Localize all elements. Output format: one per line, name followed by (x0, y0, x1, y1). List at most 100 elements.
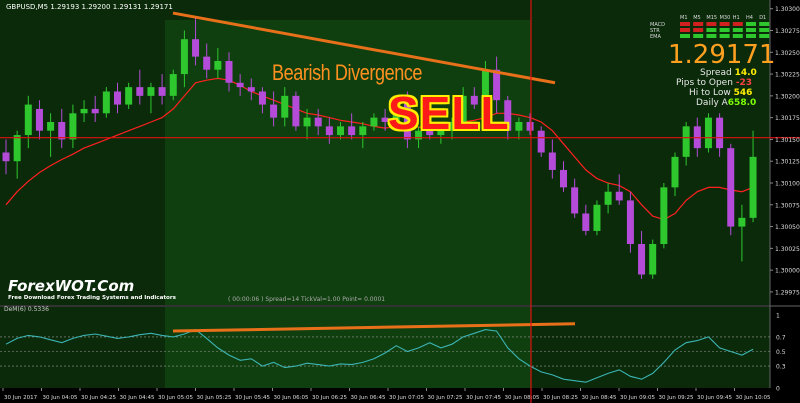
stats-line: ( 00:00:06 ) Spread=14 TickVal=1.00 Poin… (228, 296, 386, 303)
time-tick-label: 30 Jun 05:05 (158, 395, 193, 401)
candle-body (426, 130, 434, 136)
signal-cell (732, 34, 743, 38)
candle-body (749, 156, 757, 218)
price-tick-label: 1.30125 (775, 159, 800, 166)
time-tick-label: 30 Jun 08:25 (543, 395, 578, 401)
candle-body (2, 152, 10, 162)
candle-body (136, 87, 144, 96)
indicator-tick-label: 0.7 (776, 334, 786, 341)
candles (2, 17, 757, 279)
signal-cell (759, 34, 770, 38)
candle-body (493, 69, 501, 101)
time-tick-label: 30 Jun 08:05 (505, 395, 540, 401)
candle-body (593, 204, 601, 231)
timeframe-label: M30 (720, 15, 731, 21)
signal-cell (746, 34, 756, 38)
candle-body (615, 191, 623, 201)
daily-value: 658.0 (727, 98, 757, 108)
demarker-line (0, 328, 770, 383)
time-tick-label: 30 Jun 07:25 (428, 395, 463, 401)
candle-body (303, 117, 311, 127)
signal-cell (680, 28, 690, 32)
signal-cell (719, 22, 730, 26)
price-tick-label: 1.30050 (775, 224, 800, 231)
candle-body (214, 61, 222, 70)
candle-body (80, 108, 88, 114)
current-price: 1.29171 (668, 40, 776, 70)
candle-body (13, 135, 21, 162)
candle-body (649, 244, 657, 275)
price-tick-label: 1.30000 (775, 268, 800, 275)
time-tick-label: 30 Jun 04:05 (43, 395, 78, 401)
candle-body (281, 95, 289, 118)
pips-value: -23 (735, 78, 753, 88)
candle-body (180, 39, 188, 75)
time-tick-label: 30 Jun 09:45 (697, 395, 732, 401)
candle-body (314, 117, 322, 127)
candle-body (325, 126, 333, 136)
candle-body (35, 108, 43, 131)
signal-row-label: EMA (650, 34, 661, 40)
price-tick-label: 1.29975 (775, 289, 800, 296)
timeframe-label: M5 (693, 15, 701, 21)
symbol-header: GBPUSD,M5 1.29193 1.29200 1.29131 1.2917… (6, 3, 173, 11)
time-tick-label: 30 Jun 2017 (4, 395, 38, 401)
price-tick-label: 1.30150 (775, 137, 800, 144)
candle-body (716, 117, 724, 149)
signal-cell (732, 28, 743, 32)
candle-body (203, 56, 211, 70)
candle-body (270, 104, 278, 118)
candle-body (459, 95, 467, 122)
candle-body (292, 95, 300, 127)
axes: 1.30300 1.30275 1.30250 1.30225 1.30200 1.301… (2, 6, 800, 401)
candle-body (381, 117, 389, 122)
candle-body (236, 82, 244, 88)
candle-body (102, 91, 110, 114)
signal-cell (706, 34, 717, 38)
candle-body (337, 126, 344, 136)
divergence-trendlines (172, 11, 576, 333)
candle-body (738, 217, 746, 227)
moving-average-line (5, 77, 754, 221)
signal-cell (746, 28, 756, 32)
candle-body (91, 108, 99, 114)
daily-label: Daily A (696, 98, 728, 108)
price-tick-label: 1.30275 (775, 28, 800, 35)
signal-row-label: STR (650, 28, 660, 34)
candle-body (169, 74, 177, 96)
candle-body (582, 213, 590, 231)
pips-label: Pips to Open (676, 78, 733, 88)
indicator-trendline (172, 322, 576, 333)
signal-cell (706, 28, 717, 32)
candle-body (392, 100, 400, 122)
price-tick-label: 1.30250 (775, 50, 800, 57)
candle-body (448, 122, 456, 131)
time-tick-label: 30 Jun 06:45 (351, 395, 386, 401)
candle-body (192, 39, 200, 57)
timeframe-label: M15 (706, 15, 717, 21)
signal-cell (719, 34, 730, 38)
candle-body (727, 148, 735, 227)
candle-body (626, 200, 634, 244)
price-trendline (172, 11, 556, 85)
candle-body (125, 87, 133, 105)
dem-line (5, 328, 754, 383)
candle-body (370, 117, 378, 127)
signal-cell (759, 22, 770, 26)
daily-avg-row: Daily A658.0 (696, 98, 756, 108)
candle-body (682, 126, 690, 157)
hilo-value: 546 (733, 88, 753, 98)
candle-body (671, 156, 679, 188)
candle-body (604, 191, 612, 205)
brand-tagline: Free Download Forex Trading Systems and … (8, 295, 176, 301)
divergence-label: Bearish Divergence (272, 60, 423, 85)
candle-body (247, 87, 255, 92)
signal-cell (693, 28, 704, 32)
candle-body (560, 169, 567, 188)
candle-body (225, 61, 233, 83)
spread-label: Spread (700, 68, 732, 78)
timeframe-label: H1 (733, 15, 740, 21)
